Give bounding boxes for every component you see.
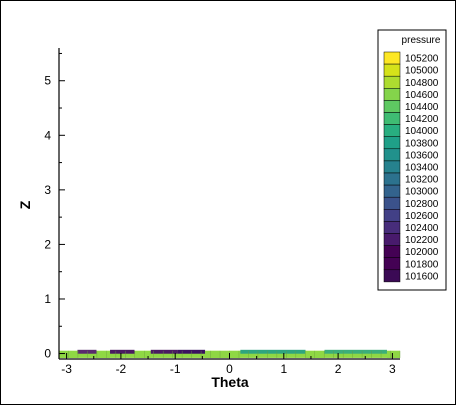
legend-label: 102200 [405, 235, 439, 246]
legend-swatch [383, 160, 401, 174]
x-tick-label: 3 [389, 362, 396, 376]
band-cell [386, 350, 400, 358]
legend-swatch [383, 63, 401, 77]
legend-swatch [383, 184, 401, 198]
legend-swatch [383, 75, 401, 89]
legend-swatch [383, 100, 401, 113]
legend-swatch [383, 124, 401, 137]
legend-label: 103400 [405, 162, 439, 173]
legend: pressure 1052001050001048001046001044001… [377, 29, 447, 291]
y-tick-label: 2 [44, 237, 51, 251]
x-axis-title: Theta [211, 374, 249, 390]
legend-swatch [383, 112, 401, 125]
x-tick-label: 0 [226, 362, 233, 376]
y-axis-title: Z [17, 200, 33, 209]
legend-label: 105000 [405, 66, 439, 77]
legend-title: pressure [402, 35, 441, 46]
legend-label: 101600 [405, 271, 439, 282]
legend-label: 104600 [405, 90, 439, 101]
legend-label: 104000 [405, 126, 439, 137]
y-tick-label: 0 [44, 347, 51, 361]
band-cell [110, 349, 135, 354]
legend-label: 103200 [405, 175, 439, 186]
x-tick-label: -2 [116, 362, 127, 376]
axes [58, 48, 400, 360]
legend-swatch [383, 51, 401, 65]
legend-swatch [383, 221, 401, 234]
y-ticks: 0 1 2 3 4 5 [44, 52, 65, 361]
legend-swatch [383, 209, 401, 222]
legend-swatch [383, 257, 401, 271]
legend-label: 102000 [405, 247, 439, 258]
band-cell [59, 350, 78, 358]
x-ticks: -3 -2 -1 0 1 2 3 [61, 353, 396, 376]
legend-label: 102400 [405, 223, 439, 234]
band-cell [324, 349, 387, 354]
legend-label: 104800 [405, 78, 439, 89]
y-tick-label: 4 [44, 128, 51, 142]
legend-swatch [383, 148, 401, 162]
legend-swatch [383, 233, 401, 246]
legend-swatch [383, 88, 401, 101]
x-tick-label: -3 [61, 362, 72, 376]
legend-swatch [383, 245, 401, 258]
y-tick-label: 3 [44, 183, 51, 197]
x-tick-label: -1 [170, 362, 181, 376]
legend-label: 101800 [405, 259, 439, 270]
band-cell [205, 350, 241, 358]
x-tick-label: 2 [335, 362, 342, 376]
band-cell [240, 349, 306, 354]
band-cell [305, 350, 325, 358]
band-cell [150, 349, 178, 354]
legend-label: 103600 [405, 150, 439, 161]
legend-label: 104200 [405, 114, 439, 125]
band-cell [134, 350, 151, 358]
legend-swatch [383, 196, 401, 210]
x-tick-label: 1 [280, 362, 287, 376]
legend-label: 105200 [405, 54, 439, 65]
legend-label: 104400 [405, 102, 439, 113]
legend-label: 102800 [405, 199, 439, 210]
legend-items: 1052001050001048001046001044001042001040… [383, 51, 439, 283]
band-cell [96, 350, 111, 358]
legend-label: 103000 [405, 187, 439, 198]
y-tick-label: 5 [44, 74, 51, 88]
legend-swatch [383, 269, 401, 283]
y-tick-label: 1 [44, 292, 51, 306]
legend-label: 102600 [405, 211, 439, 222]
legend-swatch [383, 136, 401, 150]
legend-label: 103800 [405, 138, 439, 149]
band-cell [77, 349, 97, 354]
legend-swatch [383, 172, 401, 186]
